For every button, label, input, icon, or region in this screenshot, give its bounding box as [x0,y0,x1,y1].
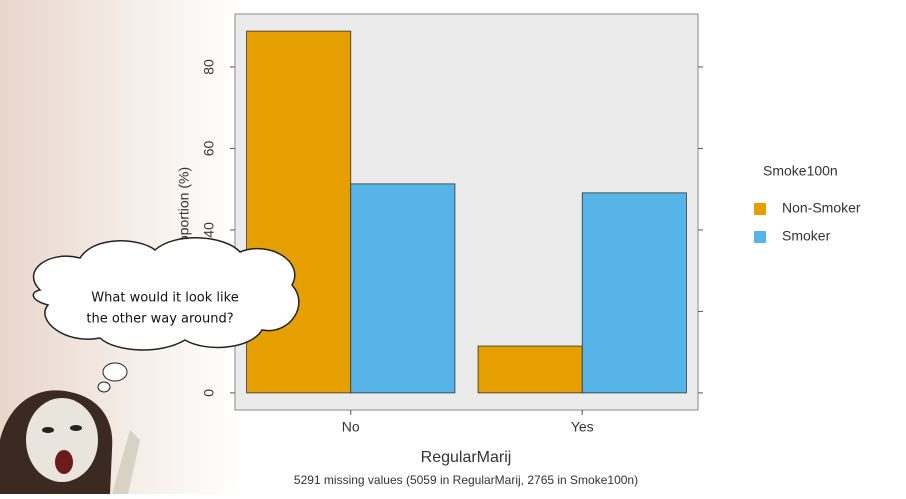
bar [246,30,352,394]
legend-label: Smoker [782,228,831,244]
y-axis-label: Proportion (%) [176,167,192,257]
legend-title: Smoke100n [763,163,838,179]
legend-label: Non-Smoker [782,200,861,216]
bar [581,192,687,394]
x-tick-label: Yes [571,419,594,435]
bubble-dot [102,362,128,382]
callout-text: What would it look like [91,291,238,306]
legend-swatch [754,203,766,215]
legend-swatch [754,231,766,243]
y-tick-label: 60 [201,140,217,156]
x-axis-label: RegularMarij [421,449,512,466]
bubble-shape [32,237,300,351]
y-tick-label: 80 [201,59,217,75]
x-tick-label: No [342,419,360,435]
bar [350,183,456,394]
bubble-dot [97,381,111,393]
caption: 5291 missing values (5059 in RegularMari… [294,473,638,487]
y-tick-label: 0 [201,389,217,397]
mime-figure [0,390,140,494]
callout-text: the other way around? [86,312,233,327]
speech-bubble: What would it look like the other way ar… [32,237,300,393]
y-tick-label: 40 [201,222,217,238]
bar [477,345,583,394]
